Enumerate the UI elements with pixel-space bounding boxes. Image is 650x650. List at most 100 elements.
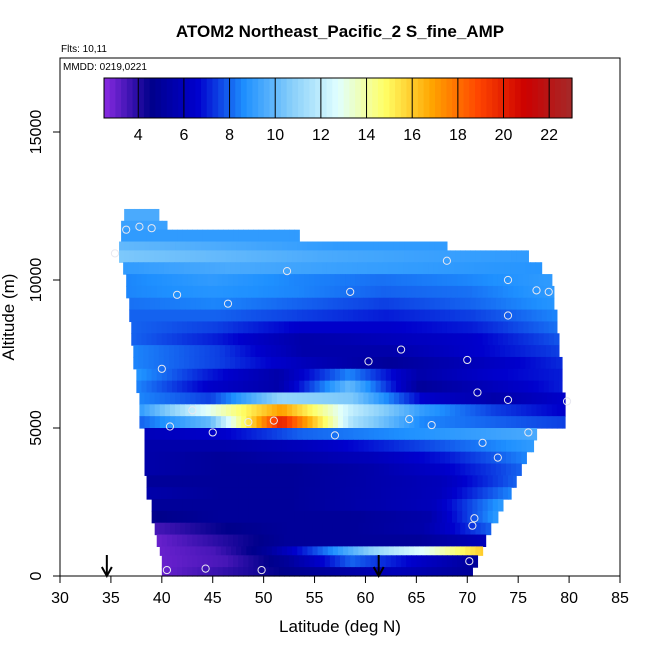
heatmap-cell: [446, 499, 453, 512]
heatmap-cell: [251, 451, 258, 465]
heatmap-cell: [426, 555, 433, 568]
heatmap-cell: [475, 309, 482, 323]
heatmap-cell: [302, 404, 309, 417]
heatmap-cell: [187, 380, 193, 394]
heatmap-cell: [317, 297, 324, 311]
heatmap-cell: [139, 208, 146, 222]
heatmap-cell: [195, 463, 202, 476]
heatmap-cell: [192, 567, 199, 577]
heatmap-cell: [482, 333, 489, 346]
heatmap-cell: [233, 380, 239, 394]
heatmap-cell: [350, 333, 356, 346]
heatmap-cell: [238, 487, 244, 500]
heatmap-cell: [241, 404, 247, 417]
heatmap-cell: [222, 475, 229, 488]
heatmap-cell: [393, 392, 400, 405]
colorbar-segment: [452, 78, 459, 118]
heatmap-cell: [462, 567, 468, 577]
heatmap-cell: [370, 555, 377, 568]
colorbar-segment: [366, 78, 373, 118]
heatmap-cell: [513, 368, 519, 382]
heatmap-cell: [431, 534, 438, 547]
heatmap-cell: [312, 546, 319, 556]
heatmap-cell: [281, 392, 288, 405]
heatmap-cell: [475, 546, 482, 556]
heatmap-cell: [426, 368, 433, 382]
colorbar-segment: [503, 78, 510, 118]
heatmap-field: [119, 208, 566, 577]
heatmap-cell: [222, 499, 229, 512]
heatmap-cell: [561, 392, 566, 405]
heatmap-cell: [317, 241, 324, 251]
heatmap-cell: [477, 368, 484, 382]
heatmap-cell: [161, 534, 168, 547]
heatmap-cell: [472, 368, 479, 382]
heatmap-cell: [205, 309, 212, 323]
heatmap-cell: [294, 567, 300, 577]
heatmap-cell: [136, 274, 143, 287]
heatmap-cell: [416, 487, 423, 500]
heatmap-cell: [161, 510, 168, 524]
heatmap-cell: [233, 534, 239, 547]
heatmap-cell: [312, 439, 319, 453]
heatmap-cell: [511, 392, 517, 405]
heatmap-cell: [287, 428, 293, 441]
heatmap-cell: [350, 285, 356, 299]
data-point: [503, 275, 513, 285]
heatmap-cell: [144, 428, 151, 441]
heatmap-cell: [134, 250, 141, 263]
heatmap-cell: [163, 345, 170, 358]
heatmap-cell: [502, 475, 509, 488]
heatmap-cell: [250, 345, 257, 358]
heatmap-cell: [187, 487, 193, 500]
heatmap-cell: [409, 522, 415, 536]
heatmap-cell: [212, 567, 219, 577]
heatmap-cell: [268, 274, 275, 287]
data-point: [544, 287, 553, 296]
colorbar-segment: [446, 78, 453, 118]
heatmap-cell: [533, 285, 540, 299]
heatmap-cell: [291, 356, 297, 370]
heatmap-cell: [164, 392, 171, 405]
heatmap-cell: [426, 534, 433, 547]
heatmap-cell: [343, 241, 349, 251]
heatmap-cell: [309, 534, 316, 547]
heatmap-cell: [195, 404, 202, 417]
heatmap-cell: [304, 368, 311, 382]
heatmap-cell: [297, 439, 303, 453]
heatmap-cell: [495, 392, 502, 405]
heatmap-cell: [429, 309, 436, 323]
heatmap-cell: [281, 404, 288, 417]
heatmap-cell: [215, 546, 222, 556]
heatmap-cell: [243, 368, 249, 382]
colorbar-segment: [526, 78, 533, 118]
heatmap-cell: [220, 404, 227, 417]
heatmap-cell: [429, 404, 436, 417]
heatmap-cell: [372, 345, 379, 358]
heatmap-cell: [332, 309, 339, 323]
heatmap-cell: [314, 475, 321, 488]
heatmap-cell: [380, 285, 387, 299]
heatmap-cell: [231, 404, 237, 417]
colorbar-segment: [440, 78, 448, 118]
heatmap-cell: [431, 321, 438, 334]
heatmap-cell: [465, 522, 471, 536]
heatmap-cell: [119, 241, 125, 251]
heatmap-cell: [439, 392, 446, 405]
heatmap-cell: [172, 380, 178, 394]
heatmap-cell: [149, 463, 156, 476]
heatmap-cell: [487, 475, 494, 488]
heatmap-cell: [516, 451, 522, 465]
x-tick-label: 50: [255, 590, 273, 607]
heatmap-cell: [411, 555, 417, 568]
heatmap-cell: [240, 262, 246, 275]
heatmap-cell: [452, 487, 458, 500]
heatmap-cell: [365, 368, 372, 382]
heatmap-cell: [345, 380, 351, 394]
heatmap-cell: [528, 321, 535, 334]
heatmap-cell: [368, 392, 375, 405]
heatmap-cell: [396, 380, 402, 394]
heatmap-cell: [276, 404, 283, 417]
heatmap-cell: [393, 241, 400, 251]
